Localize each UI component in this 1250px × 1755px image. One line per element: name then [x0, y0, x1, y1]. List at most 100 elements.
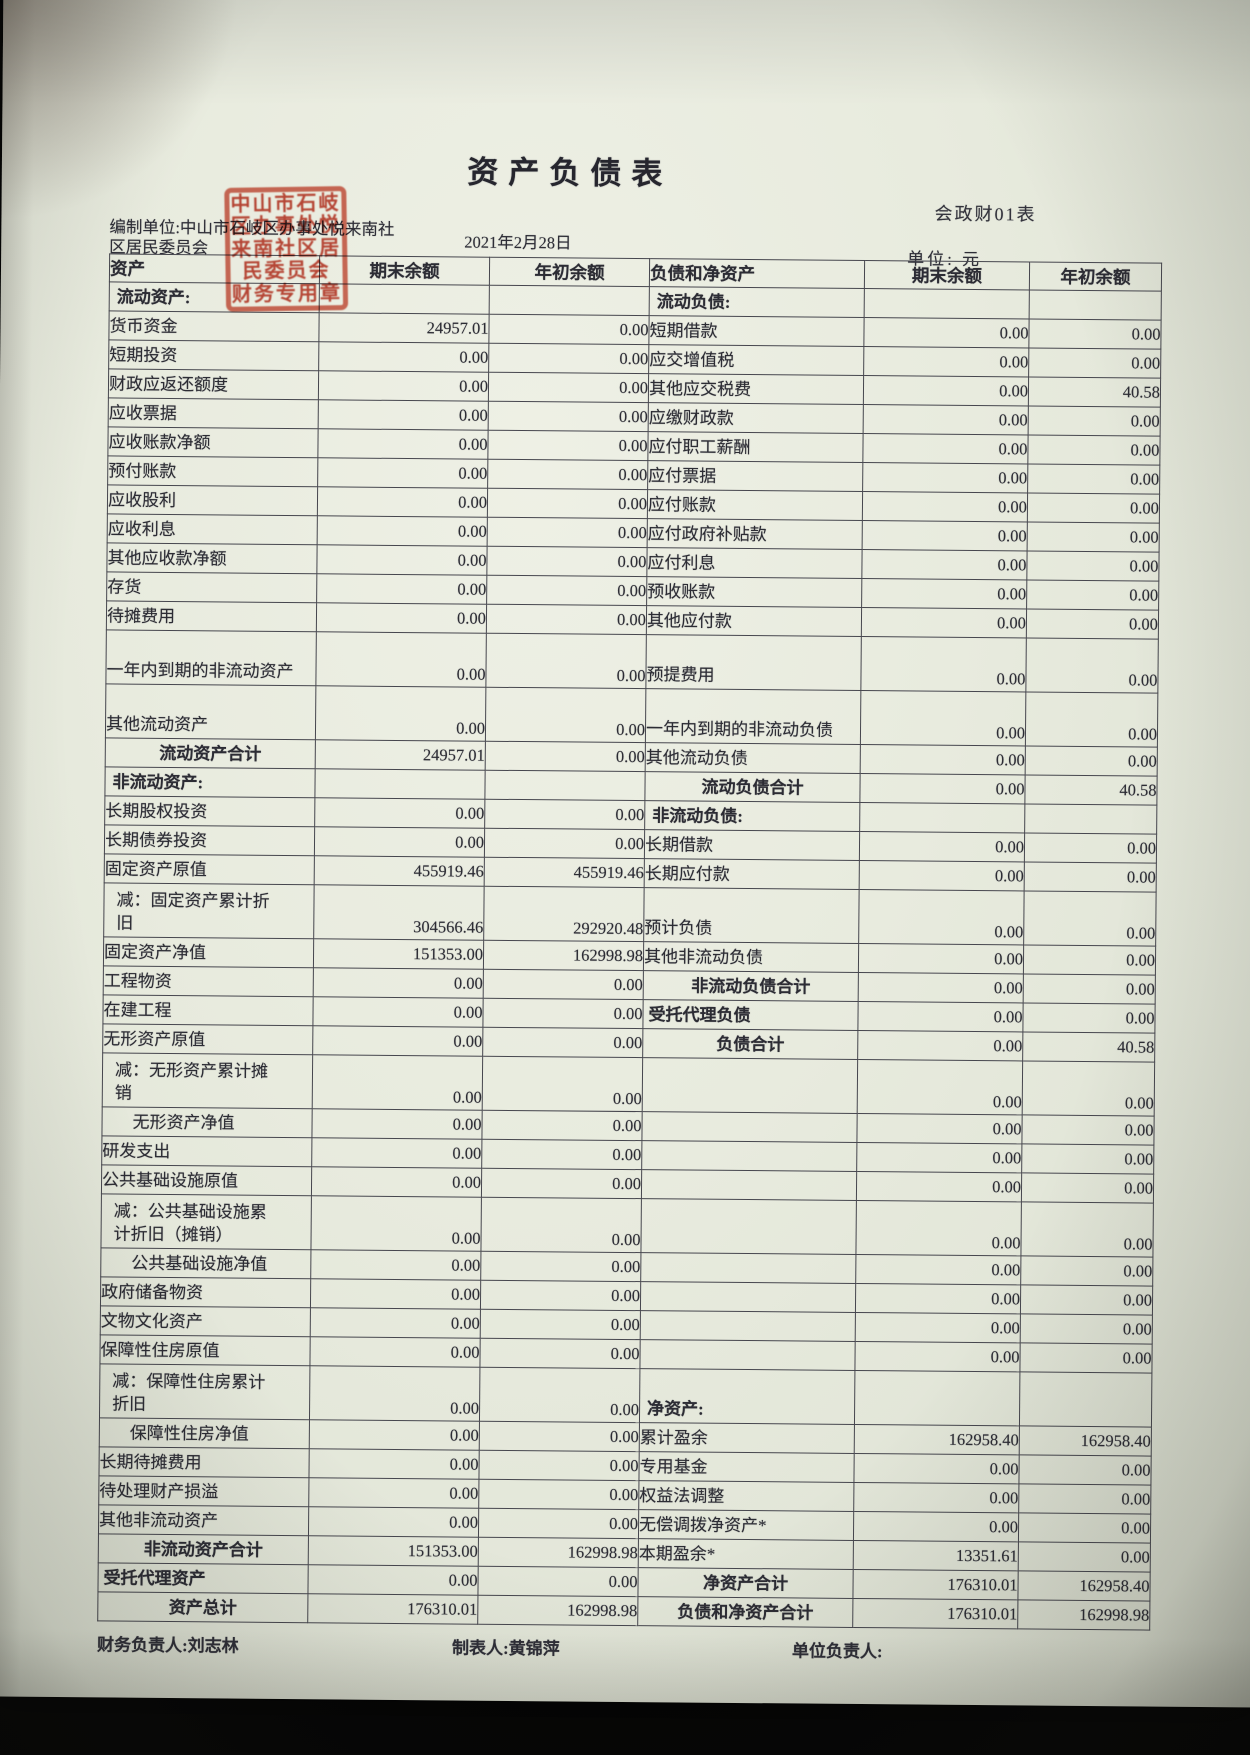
cell-rb: 0.00: [1026, 608, 1159, 640]
cell-le: 0.00: [312, 1025, 483, 1057]
cell-le: 0.00: [312, 996, 484, 1028]
cell-re: 0.00: [860, 690, 1026, 746]
cell-re: 0.00: [854, 1341, 1021, 1372]
cell-lb: 0.00: [478, 1479, 639, 1510]
cell-la: 应收利息: [107, 513, 318, 545]
cell-lb: 0.00: [487, 488, 648, 519]
cell-rb: 0.00: [1021, 1143, 1154, 1175]
cell-la: 待摊费用: [106, 600, 317, 632]
cell-lb: 0.00: [488, 343, 649, 374]
cell-ra: 负债和净资产合计: [637, 1596, 853, 1628]
preparer: 制表人:黄锦萍: [451, 1638, 560, 1659]
cell-lb: 0.00: [487, 517, 648, 548]
cell-ra: 流动负债合计: [644, 771, 861, 803]
cell-rb: 0.00: [1018, 1483, 1151, 1515]
cell-re: 0.00: [861, 607, 1027, 638]
cell-le: 0.00: [314, 797, 485, 829]
cell-ra: 应缴财政款: [648, 402, 864, 434]
cell-re: 0.00: [863, 346, 1029, 377]
cell-rb: 0.00: [1025, 637, 1159, 694]
finance-officer: 财务负责人:刘志林: [96, 1635, 239, 1656]
cell-ra: 其他非流动负债: [643, 941, 859, 973]
cell-lb: 162998.98: [477, 1595, 638, 1626]
cell-lb: 0.00: [484, 828, 645, 859]
balance-sheet-table: 资产 期末余额 年初余额 负债和净资产 期末余额 年初余额 流动资产: 流动负债:…: [97, 253, 1162, 1631]
cell-lb: 0.00: [478, 1508, 639, 1539]
cell-lb: 0.00: [488, 314, 650, 345]
cell-re: 0.00: [855, 1283, 1021, 1314]
cell-re: 176310.01: [852, 1569, 1019, 1600]
cell-rb: 40.58: [1028, 376, 1161, 408]
cell-re: 0.00: [856, 1142, 1022, 1173]
cell-ra: 一年内到期的非流动负债: [645, 688, 861, 745]
cell-le: 0.00: [315, 685, 486, 742]
cell-le: 0.00: [308, 1477, 479, 1509]
cell-le: 0.00: [309, 1365, 480, 1422]
cell-lb: 0.00: [488, 372, 649, 403]
cell-rb: [1029, 289, 1162, 321]
cell-la: 应收票据: [108, 397, 319, 429]
cell-re: 0.00: [857, 1030, 1023, 1061]
cell-re: 0.00: [862, 433, 1029, 464]
cell-rb: 0.00: [1028, 405, 1161, 437]
cell-la: 文物文化资产: [100, 1305, 311, 1337]
cell-la: 减：固定资产累计折旧: [103, 882, 315, 939]
cell-le: 0.00: [310, 1249, 481, 1281]
cell-ra: 其他应交税费: [648, 373, 864, 405]
cell-rb: 0.00: [1025, 745, 1158, 777]
cell-rb: 0.00: [1023, 944, 1156, 976]
unit-head: 单位负责人:: [791, 1641, 883, 1662]
cell-rb: 0.00: [1024, 832, 1157, 864]
cell-la: 预付账款: [107, 455, 318, 487]
page-title: 资产负债表: [467, 154, 673, 192]
cell-lb: 0.00: [479, 1367, 640, 1423]
cell-la: 长期股权投资: [104, 795, 315, 827]
cell-la: 在建工程: [102, 994, 314, 1026]
cell-le: 304566.46: [313, 884, 485, 941]
cell-rb: 0.00: [1025, 691, 1158, 748]
cell-le: 0.00: [310, 1195, 482, 1252]
cell-rb: 0.00: [1020, 1313, 1153, 1345]
cell-rb: 0.00: [1023, 890, 1157, 947]
cell-la: 减：公共基础设施累计折旧（摊销）: [100, 1193, 312, 1250]
cell-la: 固定资产原值: [104, 853, 315, 885]
cell-rb: 0.00: [1019, 1342, 1153, 1374]
cell-le: 0.00: [317, 486, 488, 518]
cell-la: 保障性住房净值: [99, 1417, 310, 1449]
cell-re: 0.00: [857, 1001, 1024, 1032]
cell-le: 0.00: [316, 544, 488, 576]
cell-rb: 0.00: [1020, 1255, 1153, 1287]
cell-rb: 0.00: [1028, 347, 1161, 379]
cell-ra: 受托代理负债: [642, 999, 859, 1031]
stamp-line: 来南社区居: [231, 236, 342, 261]
cell-lb: 0.00: [488, 401, 649, 432]
cell-lb: [484, 770, 646, 801]
cell-re: [854, 1370, 1020, 1426]
cell-le: 176310.01: [307, 1593, 478, 1625]
cell-le: 24957.01: [315, 739, 486, 771]
cell-ra: 负债合计: [642, 1028, 858, 1060]
cell-le: 24957.01: [318, 312, 490, 344]
cell-le: 0.00: [311, 1108, 483, 1140]
cell-rb: 0.00: [1023, 973, 1156, 1005]
column-header-ending-balance-right: 期末余额: [864, 260, 1030, 290]
cell-lb: 0.00: [481, 1110, 643, 1141]
cell-lb: 0.00: [481, 1168, 642, 1199]
cell-la: 公共基础设施净值: [100, 1247, 311, 1279]
cell-le: 0.00: [311, 1137, 482, 1169]
cell-re: 13351.61: [853, 1540, 1019, 1571]
cell-rb: 0.00: [1022, 1002, 1156, 1034]
cell-re: 162958.40: [854, 1424, 1020, 1455]
cell-la: 短期投资: [108, 339, 319, 371]
cell-la: 长期债券投资: [104, 824, 315, 856]
cell-rb: 162958.40: [1017, 1570, 1151, 1602]
cell-ra: 无偿调拨净资产*: [638, 1509, 854, 1541]
cell-la: 公共基础设施原值: [101, 1164, 312, 1196]
table-row: 减：保障性住房累计折旧 0.00 0.00 净资产:: [99, 1363, 1152, 1428]
column-header-liabilities-net-assets: 负债和净资产: [649, 258, 865, 289]
column-header-beginning-balance-left: 年初余额: [489, 257, 650, 287]
table-row: 减：无形资产累计摊销 0.00 0.00 0.00 0.00: [102, 1052, 1155, 1117]
cell-re: 0.00: [859, 860, 1025, 891]
cell-le: 0.00: [310, 1307, 481, 1339]
cell-la: 财政应返还额度: [108, 368, 319, 400]
